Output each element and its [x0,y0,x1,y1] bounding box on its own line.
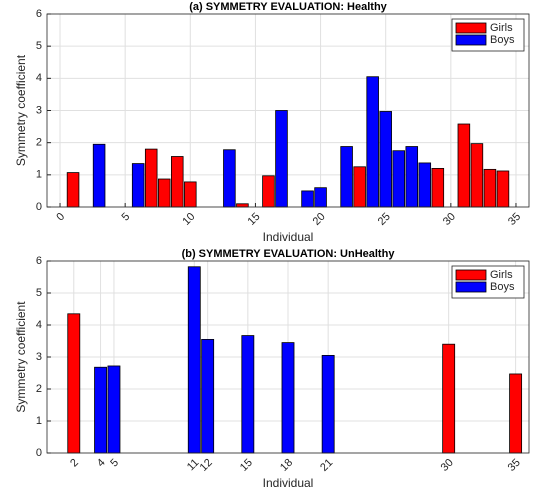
y-tick-label: 3 [36,104,42,116]
chart-title: (a) SYMMETRY EVALUATION: Healthy [189,1,387,13]
y-tick-label: 6 [36,8,42,20]
x-tick-label: 35 [506,211,523,228]
x-tick-label: 20 [311,211,328,228]
y-tick-label: 1 [36,169,42,181]
x-tick-label: 15 [238,457,255,474]
x-tick-label: 5 [120,211,133,224]
y-tick-label: 1 [36,415,42,427]
bar [281,342,295,454]
legend-label: Boys [490,281,515,293]
bar [187,266,201,454]
bar [457,123,471,208]
bar [340,146,353,208]
bar [223,149,236,208]
bar [366,76,379,208]
x-tick-label: 35 [506,457,523,474]
x-tick-label: 0 [54,211,67,224]
bar [131,163,145,208]
bar [418,162,432,208]
legend-swatch [455,281,487,293]
legend-label: Girls [490,22,513,34]
y-tick-label: 3 [36,351,42,363]
x-axis-label: Individual [263,230,314,244]
x-tick-label: 2 [68,457,81,470]
bar [236,203,249,208]
bar [241,335,255,454]
y-axis-label: Symmetry coefficient [14,54,28,166]
y-tick-label: 6 [36,255,42,267]
axes-box [46,260,530,454]
legend-swatch [455,34,487,46]
bar [275,110,288,208]
bar [301,190,314,208]
bar [184,181,197,208]
y-tick-label: 5 [36,40,42,52]
bar [67,313,81,454]
y-tick-label: 5 [36,287,42,299]
bar [442,343,456,454]
bar [94,366,107,454]
x-tick-label: 25 [376,211,393,228]
bar [201,338,215,454]
y-tick-label: 2 [36,383,42,395]
y-tick-label: 4 [36,319,42,331]
legend-swatch [455,22,487,34]
bar [92,143,106,208]
x-tick-label: 5 [108,457,121,470]
x-tick-label: 4 [95,457,108,470]
x-tick-label: 18 [278,457,295,474]
y-axis-label: Symmetry coefficient [14,301,28,413]
x-tick-label: 30 [439,457,456,474]
x-tick-label: 12 [198,457,215,474]
bar [321,354,335,454]
bar [353,166,366,208]
bar [144,148,158,208]
bar [262,175,275,208]
chart-title: (b) SYMMETRY EVALUATION: UnHealthy [182,248,396,260]
bar [171,156,184,208]
bar [483,168,497,208]
bar [157,178,171,208]
bar [314,187,327,208]
x-tick-label: 30 [441,211,458,228]
legend-label: Boys [490,34,515,46]
bar [66,172,80,208]
bar [496,170,510,208]
y-tick-label: 2 [36,137,42,149]
x-tick-label: 15 [245,211,262,228]
y-tick-label: 4 [36,72,42,84]
legend-label: Girls [490,269,513,281]
bar [509,373,523,454]
bar [470,143,484,208]
bar [379,111,392,208]
x-axis-label: Individual [263,476,314,489]
bar [107,365,121,454]
axes-box [46,13,530,208]
x-tick-label: 21 [318,457,335,474]
y-tick-label: 0 [36,201,42,213]
bar [405,146,419,208]
bar [431,167,445,208]
x-tick-label: 10 [180,211,197,228]
bar [392,150,405,208]
legend-swatch [455,269,487,281]
y-tick-label: 0 [36,447,42,459]
